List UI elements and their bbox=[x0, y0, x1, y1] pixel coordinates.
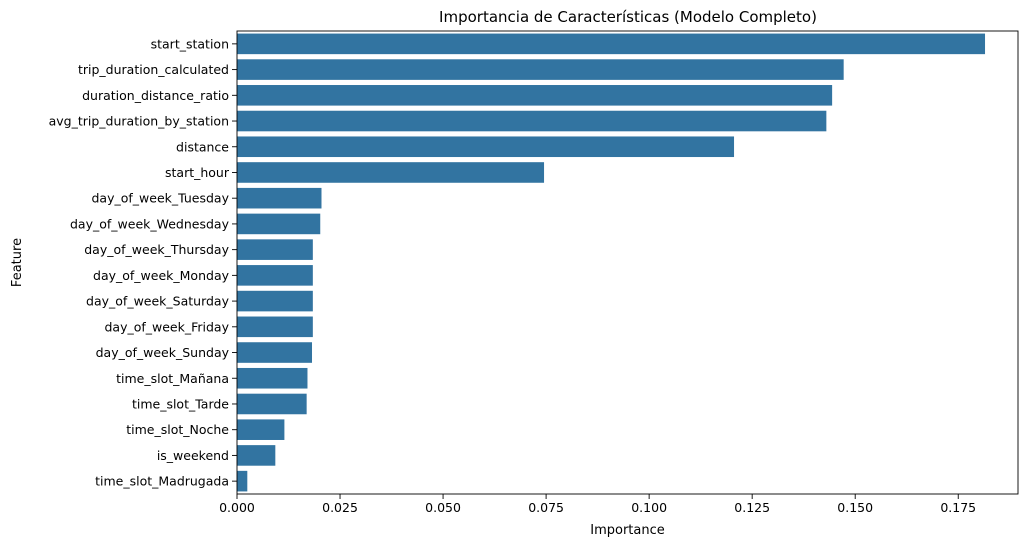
y-tick-label: day_of_week_Saturday bbox=[86, 294, 230, 309]
bar-day_of_week_Tuesday bbox=[237, 187, 322, 209]
y-tick-label: start_station bbox=[151, 36, 229, 51]
y-tick-label: time_slot_Mañana bbox=[116, 371, 229, 386]
y-tick-label: day_of_week_Tuesday bbox=[92, 191, 230, 206]
x-tick-label: 0.100 bbox=[631, 500, 667, 515]
bar-is_weekend bbox=[237, 445, 276, 466]
y-tick-label: distance bbox=[176, 139, 229, 154]
x-axis-title: Importance bbox=[590, 523, 665, 538]
x-tick-label: 0.050 bbox=[425, 500, 461, 515]
y-tick-label: time_slot_Noche bbox=[126, 422, 229, 437]
bar-day_of_week_Wednesday bbox=[237, 213, 321, 235]
bar-time_slot_Madrugada bbox=[237, 470, 248, 492]
bars-layer bbox=[237, 33, 986, 492]
bar-time_slot_Mañana bbox=[237, 367, 308, 389]
bar-avg_trip_duration_by_station bbox=[237, 110, 827, 132]
x-tick-label: 0.125 bbox=[734, 500, 770, 515]
x-tick-label: 0.075 bbox=[528, 500, 564, 515]
bar-time_slot_Tarde bbox=[237, 393, 307, 415]
chart-title: Importancia de Características (Modelo C… bbox=[439, 8, 817, 26]
y-tick-label: day_of_week_Sunday bbox=[96, 345, 230, 360]
y-tick-label: avg_trip_duration_by_station bbox=[49, 114, 229, 129]
bar-time_slot_Noche bbox=[237, 419, 285, 440]
y-axis: start_station trip_duration_calculateddur… bbox=[49, 36, 237, 489]
plot-frame bbox=[236, 30, 1019, 495]
x-axis: 0.000 0.025 0.050 0.075 0.100 0.125 0.150 0.175 bbox=[219, 494, 976, 515]
y-tick-label: start_hour bbox=[165, 165, 230, 180]
bar-day_of_week_Monday bbox=[237, 265, 313, 286]
bar-duration_distance_ratio bbox=[237, 85, 833, 106]
y-tick-label: day_of_week_Thursday bbox=[84, 242, 229, 257]
x-tick-label: 0.025 bbox=[322, 500, 358, 515]
bar-day_of_week_Friday bbox=[237, 316, 313, 338]
y-tick-label: time_slot_Madrugada bbox=[95, 474, 229, 489]
x-tick-label: 0.000 bbox=[219, 500, 255, 515]
bar-day_of_week_Saturday bbox=[237, 290, 313, 312]
y-tick-label: time_slot_Tarde bbox=[132, 396, 229, 411]
bar-trip_duration_calculated bbox=[237, 59, 844, 80]
bar-day_of_week_Sunday bbox=[237, 342, 313, 363]
x-tick-label: 0.150 bbox=[837, 500, 873, 515]
bar-start_station bbox=[237, 33, 986, 55]
y-tick-label: day_of_week_Wednesday bbox=[70, 216, 230, 231]
y-tick-label: is_weekend bbox=[157, 448, 229, 463]
bar-day_of_week_Thursday bbox=[237, 239, 313, 260]
x-tick-label: 0.175 bbox=[940, 500, 976, 515]
y-tick-label: day_of_week_Friday bbox=[104, 319, 229, 334]
y-axis-title: Feature bbox=[10, 238, 25, 287]
y-tick-label: trip_duration_calculated bbox=[78, 62, 229, 77]
y-tick-label: duration_distance_ratio bbox=[82, 88, 229, 103]
y-tick-label: day_of_week_Monday bbox=[93, 268, 230, 283]
bar-start_hour bbox=[237, 162, 545, 183]
bar-distance bbox=[237, 136, 735, 158]
